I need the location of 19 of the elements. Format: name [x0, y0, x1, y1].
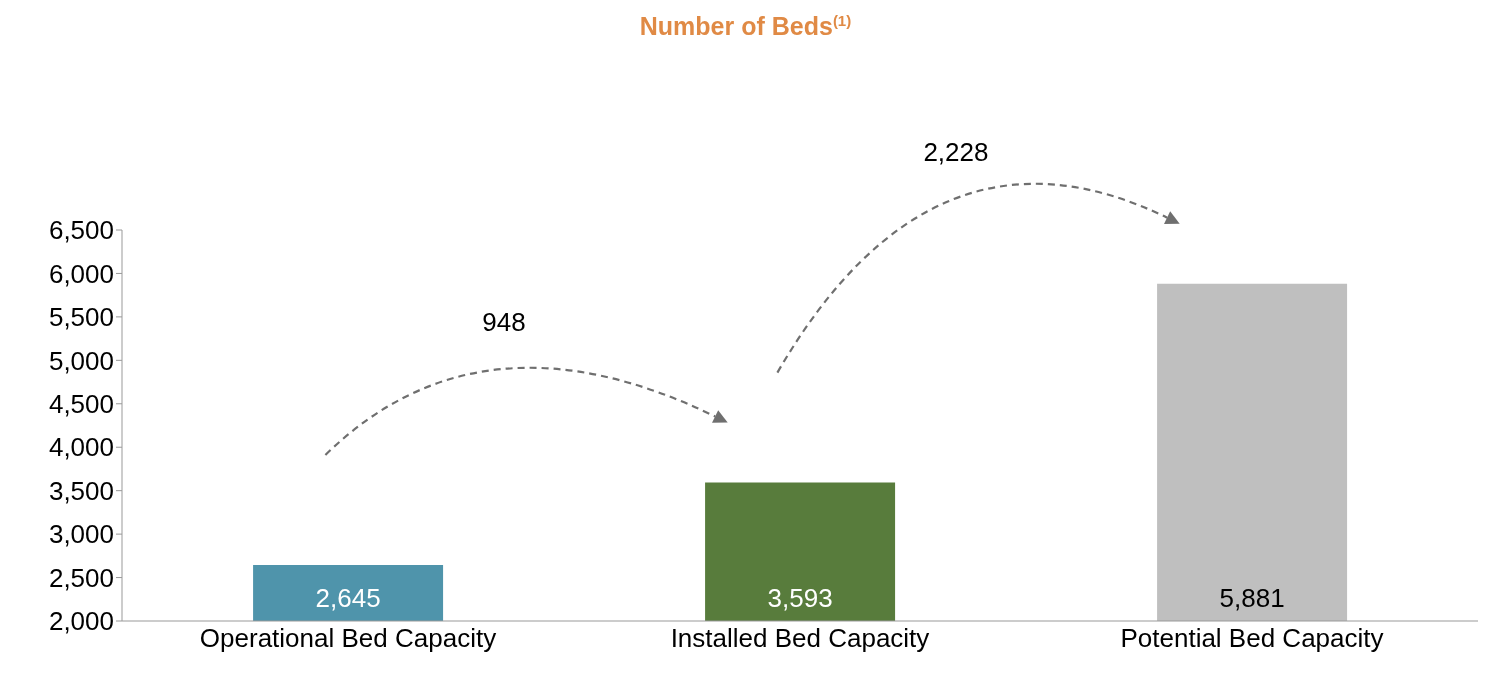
x-tick-label: Potential Bed Capacity [1120, 623, 1384, 654]
y-tick-label: 5,000 [48, 345, 114, 376]
data-label: 3,593 [767, 583, 833, 613]
y-tick-label: 3,000 [48, 519, 114, 550]
data-label: 5,881 [1219, 583, 1285, 613]
y-tick-label: 2,500 [48, 562, 114, 593]
x-tick-label: Installed Bed Capacity [670, 623, 930, 654]
y-tick-label: 6,000 [48, 258, 114, 289]
x-tick-label: Operational Bed Capacity [199, 623, 497, 654]
annotation: 948 [482, 306, 526, 337]
y-tick-label: 3,500 [48, 475, 114, 506]
y-tick-label: 5,500 [48, 302, 114, 333]
y-tick-label: 2,000 [48, 606, 114, 637]
chart-title: Number of Beds$^{(1)}$ [638, 12, 853, 42]
y-tick-label: 4,000 [48, 432, 114, 463]
y-tick-label: 4,500 [48, 389, 114, 420]
data-label: 2,645 [315, 583, 381, 613]
text: 2,228 [923, 136, 989, 167]
y-tick-label: 6,500 [48, 215, 114, 246]
